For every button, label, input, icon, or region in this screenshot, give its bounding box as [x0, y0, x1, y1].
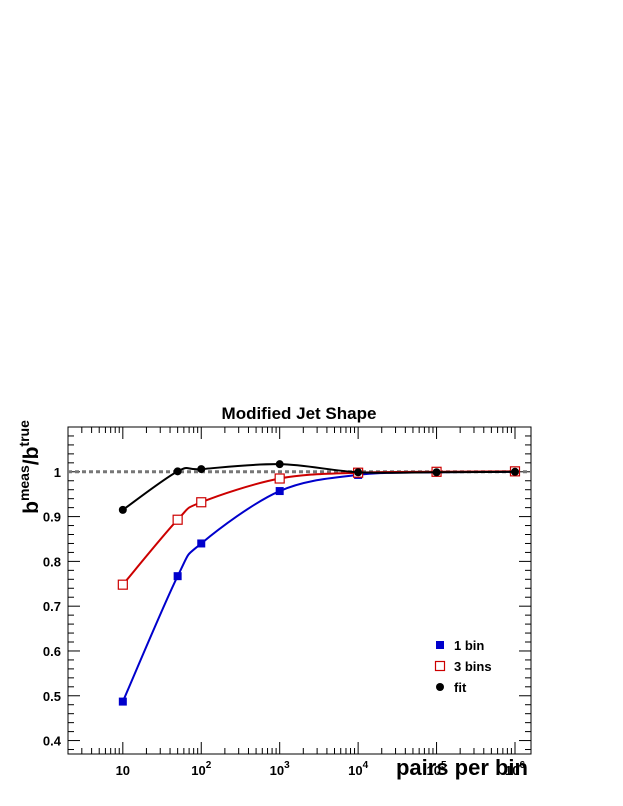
- y-tick-label: 0.5: [43, 689, 61, 704]
- data-point: [118, 505, 127, 514]
- legend-marker: [434, 660, 446, 672]
- data-point: [117, 579, 128, 590]
- x-axis-label: pairs per bin: [396, 755, 528, 780]
- y-label-base-2: b: [20, 447, 43, 460]
- x-tick-label: 103: [270, 760, 290, 778]
- data-point: [274, 473, 285, 484]
- x-tick-label: 106: [505, 760, 525, 778]
- y-label-den-sup: true: [16, 420, 32, 447]
- y-label-slash: /: [20, 459, 43, 465]
- data-point: [196, 497, 207, 508]
- data-point: [197, 465, 206, 474]
- legend-marker: [436, 641, 444, 649]
- legend-label: fit: [454, 680, 467, 695]
- plot-frame: [67, 426, 532, 755]
- x-tick-label: 10: [116, 763, 130, 778]
- x-tick-label: 105: [427, 760, 447, 778]
- x-tick-label: 102: [191, 760, 211, 778]
- plot-area: 0.4 0.5 0.6 0.7 0.8 0.9 1 10 102 103 104 105 106: [43, 426, 532, 778]
- chart-title: Modified Jet Shape: [222, 404, 377, 423]
- y-tick-label: 0.9: [43, 510, 61, 525]
- y-tick-label: 0.7: [43, 599, 61, 614]
- y-tick-label: 0.4: [43, 734, 62, 749]
- y-label-base: b: [20, 501, 43, 514]
- svg-text:bmeas/btrue: bmeas/btrue: [16, 420, 43, 514]
- data-point: [118, 697, 127, 706]
- data-point: [197, 539, 206, 548]
- y-tick-label: 1: [54, 465, 61, 480]
- data-point: [173, 467, 182, 476]
- y-axis-label: bmeas/btrue: [16, 420, 43, 514]
- data-point: [275, 487, 284, 496]
- legend-label: 1 bin: [454, 638, 484, 653]
- data-point: [432, 468, 441, 477]
- legend-marker: [436, 683, 444, 691]
- y-tick-label: 0.6: [43, 644, 61, 659]
- data-point: [354, 468, 363, 477]
- data-point: [275, 460, 284, 469]
- data-point: [510, 467, 519, 476]
- legend: 1 bin 3 bins fit: [434, 638, 492, 695]
- data-point: [172, 514, 183, 525]
- y-label-num-sup: meas: [16, 465, 32, 501]
- y-tick-label: 0.8: [43, 554, 61, 569]
- data-point: [173, 572, 182, 581]
- legend-label: 3 bins: [454, 659, 492, 674]
- x-tick-label: 104: [348, 760, 368, 778]
